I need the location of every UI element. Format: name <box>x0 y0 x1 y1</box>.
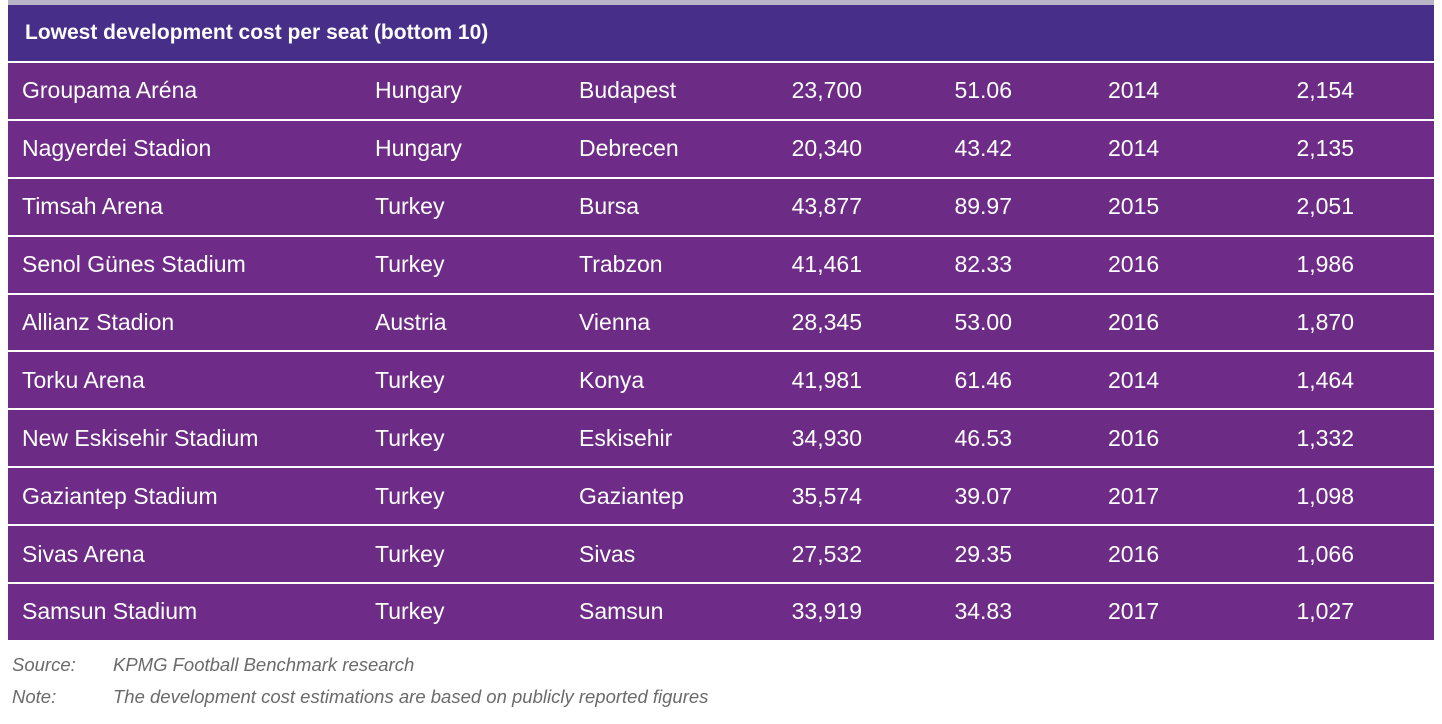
cost-per-seat-cell: 1,986 <box>1296 251 1354 278</box>
cost-per-seat-cell: 2,154 <box>1296 77 1354 104</box>
cost-per-seat-cell: 2,135 <box>1296 135 1354 162</box>
city-cell: Samsun <box>579 598 664 625</box>
cost-per-seat-cell: 1,098 <box>1296 482 1354 509</box>
capacity-cell: 41,461 <box>791 251 862 278</box>
capacity-cell: 34,930 <box>791 424 862 451</box>
year-cell: 2016 <box>1108 251 1160 278</box>
stadium-name-cell: Senol Günes Stadium <box>22 251 246 278</box>
note-line: Note: The development cost estimations a… <box>8 686 1434 718</box>
table-title: Lowest development cost per seat (bottom… <box>25 21 489 44</box>
cost-cell: 51.06 <box>954 77 1012 104</box>
table-row: Sivas Arena Turkey Sivas 27,532 29.35 2016 1,0… <box>8 524 1434 583</box>
cost-per-seat-cell: 1,066 <box>1296 540 1354 567</box>
city-cell: Bursa <box>579 193 640 220</box>
country-cell: Turkey <box>375 366 445 393</box>
city-cell: Trabzon <box>579 251 663 278</box>
stadium-name-cell: Timsah Arena <box>22 193 164 220</box>
stadium-name-cell: Groupama Aréna <box>22 77 198 104</box>
capacity-cell: 20,340 <box>791 135 862 162</box>
city-cell: Sivas <box>579 540 636 567</box>
cost-cell: 34.83 <box>954 598 1012 625</box>
country-cell: Turkey <box>375 193 445 220</box>
city-cell: Budapest <box>579 77 677 104</box>
table-row: Gaziantep Stadium Turkey Gaziantep 35,574 39… <box>8 466 1434 525</box>
city-cell: Konya <box>579 366 645 393</box>
year-cell: 2016 <box>1108 424 1160 451</box>
table-row: New Eskisehir Stadium Turkey Eskisehir 34,9… <box>8 408 1434 467</box>
stadium-name-cell: Gaziantep Stadium <box>22 482 218 509</box>
cost-per-seat-cell: 1,464 <box>1296 366 1354 393</box>
stadium-name-cell: Samsun Stadium <box>22 598 198 625</box>
table-row: Timsah Arena Turkey Bursa 43,877 89.97 2015 2,… <box>8 176 1434 235</box>
cost-per-seat-cell: 1,027 <box>1296 598 1354 625</box>
year-cell: 2017 <box>1108 598 1160 625</box>
cost-cell: 89.97 <box>954 193 1012 220</box>
cost-cell: 46.53 <box>954 424 1012 451</box>
year-cell: 2016 <box>1108 540 1160 567</box>
stadium-name-cell: Torku Arena <box>22 366 145 393</box>
top-rule <box>8 0 1434 5</box>
country-cell: Austria <box>375 309 447 335</box>
cost-per-seat-cell: 2,051 <box>1296 193 1354 220</box>
cost-per-seat-cell: 1,332 <box>1296 424 1354 451</box>
country-cell: Turkey <box>375 540 445 567</box>
table-row: Groupama Aréna Hungary Budapest 23,700 51.06… <box>8 61 1434 119</box>
table-row: Nagyerdei Stadion Hungary Debrecen 20,340 43… <box>8 118 1434 177</box>
city-cell: Debrecen <box>579 135 679 162</box>
stadium-cost-table: Lowest development cost per seat (bottom… <box>8 5 1434 640</box>
source-line: Source: KPMG Football Benchmark research <box>8 654 1434 686</box>
capacity-cell: 43,877 <box>791 193 862 220</box>
cost-cell: 39.07 <box>954 482 1012 509</box>
stadium-name-cell: Sivas Arena <box>22 540 145 567</box>
country-cell: Turkey <box>375 598 445 625</box>
table-body: Groupama Aréna Hungary Budapest 23,700 51.06… <box>8 61 1434 640</box>
country-cell: Hungary <box>375 135 462 162</box>
year-cell: 2014 <box>1108 366 1160 393</box>
capacity-cell: 28,345 <box>791 309 862 335</box>
capacity-cell: 35,574 <box>791 482 862 509</box>
country-cell: Turkey <box>375 482 445 509</box>
year-cell: 2017 <box>1108 482 1160 509</box>
note-label: Note: <box>12 686 57 707</box>
year-cell: 2014 <box>1108 135 1160 162</box>
city-cell: Eskisehir <box>579 424 673 451</box>
year-cell: 2016 <box>1108 309 1160 335</box>
table-row: Allianz Stadion Austria Vienna 28,345 53.00 2… <box>8 292 1434 351</box>
capacity-cell: 41,981 <box>791 366 862 393</box>
city-cell: Vienna <box>579 309 651 335</box>
country-cell: Hungary <box>375 77 462 104</box>
capacity-cell: 23,700 <box>791 77 862 104</box>
year-cell: 2015 <box>1108 193 1160 220</box>
stadium-name-cell: Allianz Stadion <box>22 309 175 335</box>
cost-per-seat-cell: 1,870 <box>1296 309 1354 335</box>
country-cell: Turkey <box>375 251 445 278</box>
cost-cell: 43.42 <box>954 135 1012 162</box>
capacity-cell: 33,919 <box>791 598 862 625</box>
table-title-bar: Lowest development cost per seat (bottom… <box>8 5 1434 61</box>
cost-cell: 61.46 <box>954 366 1012 393</box>
cost-cell: 29.35 <box>954 540 1012 567</box>
stadium-name-cell: Nagyerdei Stadion <box>22 135 212 162</box>
table-row: Senol Günes Stadium Turkey Trabzon 41,461 82… <box>8 234 1434 293</box>
capacity-cell: 27,532 <box>791 540 862 567</box>
table-row: Torku Arena Turkey Konya 41,981 61.46 2014 1,4… <box>8 350 1434 409</box>
cost-cell: 53.00 <box>954 309 1012 335</box>
cost-cell: 82.33 <box>954 251 1012 278</box>
footnotes: Source: KPMG Football Benchmark research… <box>8 654 1434 718</box>
source-label: Source: <box>12 654 76 675</box>
note-text: The development cost estimations are bas… <box>113 686 709 707</box>
city-cell: Gaziantep <box>579 482 684 509</box>
year-cell: 2014 <box>1108 77 1160 104</box>
stadium-name-cell: New Eskisehir Stadium <box>22 424 259 451</box>
country-cell: Turkey <box>375 424 445 451</box>
table-row: Samsun Stadium Turkey Samsun 33,919 34.83 201… <box>8 582 1434 640</box>
source-text: KPMG Football Benchmark research <box>113 654 415 675</box>
